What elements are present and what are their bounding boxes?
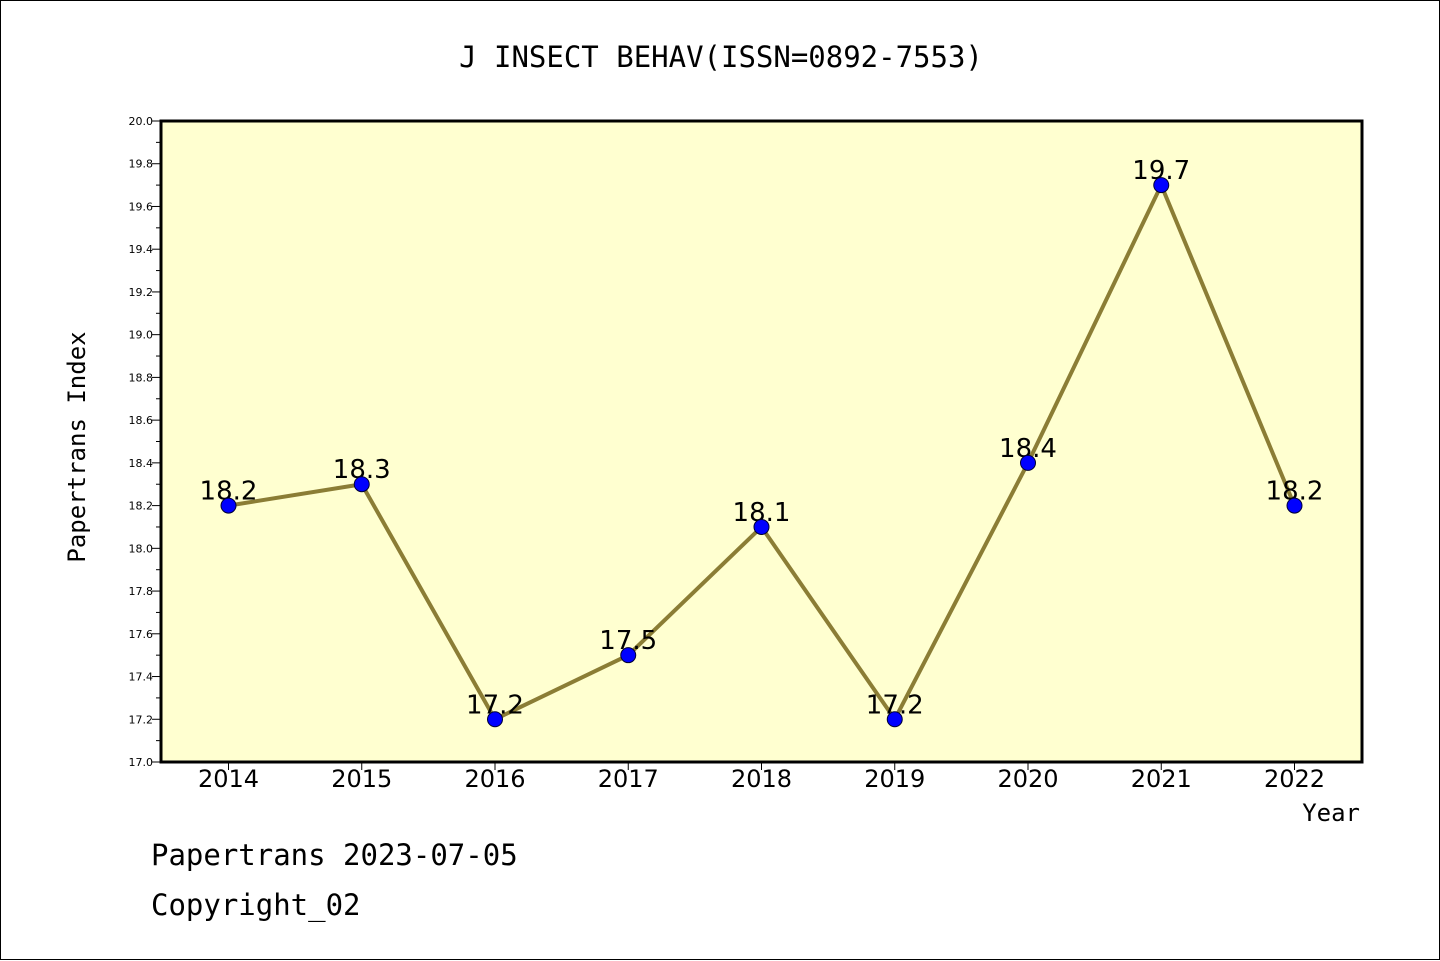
data-point-marker [487, 711, 503, 728]
y-tick-label: 17.6 [129, 628, 154, 641]
data-point-marker [353, 476, 370, 493]
y-tick-label: 17.0 [129, 756, 154, 769]
data-point-marker [753, 518, 770, 535]
y-tick-label: 19.6 [129, 200, 154, 213]
data-point-marker [1153, 177, 1170, 194]
y-tick-label: 17.2 [129, 713, 154, 726]
x-axis-label: Year [1302, 799, 1360, 827]
y-tick-label: 19.0 [129, 329, 154, 342]
data-point-marker [886, 711, 903, 728]
x-tick-label: 2015 [331, 765, 392, 793]
y-tick-label: 18.6 [129, 414, 154, 427]
axis-ticks: 17.0 17.2 17.4 17.6 17.8 18.0 18.2 18.4 18.6 18.8… [129, 115, 1326, 793]
y-tick-label: 19.4 [129, 243, 154, 256]
y-tick-label: 18.2 [129, 500, 154, 513]
footer-date-text: Papertrans 2023-07-05 [151, 838, 518, 872]
y-tick-label: 18.0 [129, 542, 154, 555]
x-tick-label: 2018 [731, 765, 792, 793]
y-tick-label: 19.8 [129, 158, 154, 171]
data-point-marker [620, 647, 637, 664]
y-tick-label: 19.2 [129, 286, 154, 299]
plot-area [161, 121, 1362, 762]
footer-copyright-text: Copyright_02 [151, 888, 361, 923]
x-tick-label: 2022 [1264, 765, 1325, 793]
x-tick-label: 2014 [198, 765, 259, 793]
x-tick-label: 2016 [464, 765, 525, 793]
y-axis-label: Papertrans Index [63, 331, 91, 562]
data-series: 18.218.317.217.518.117.218.419.718.2 [200, 156, 1323, 728]
y-tick-label: 20.0 [129, 115, 154, 128]
plot-border [159, 119, 1364, 764]
data-point-marker [1286, 497, 1303, 514]
y-tick-label: 18.8 [129, 371, 154, 384]
x-tick-label: 2020 [997, 765, 1058, 793]
x-tick-label: 2019 [864, 765, 925, 793]
y-tick-label: 17.4 [129, 671, 154, 684]
chart-title: J INSECT BEHAV(ISSN=0892-7553) [459, 40, 983, 74]
y-tick-label: 17.8 [129, 585, 154, 598]
data-point-marker [220, 497, 237, 514]
data-point-marker [1020, 454, 1036, 471]
x-tick-label: 2017 [598, 765, 659, 793]
x-tick-label: 2021 [1131, 765, 1192, 793]
y-tick-label: 18.4 [129, 457, 154, 470]
